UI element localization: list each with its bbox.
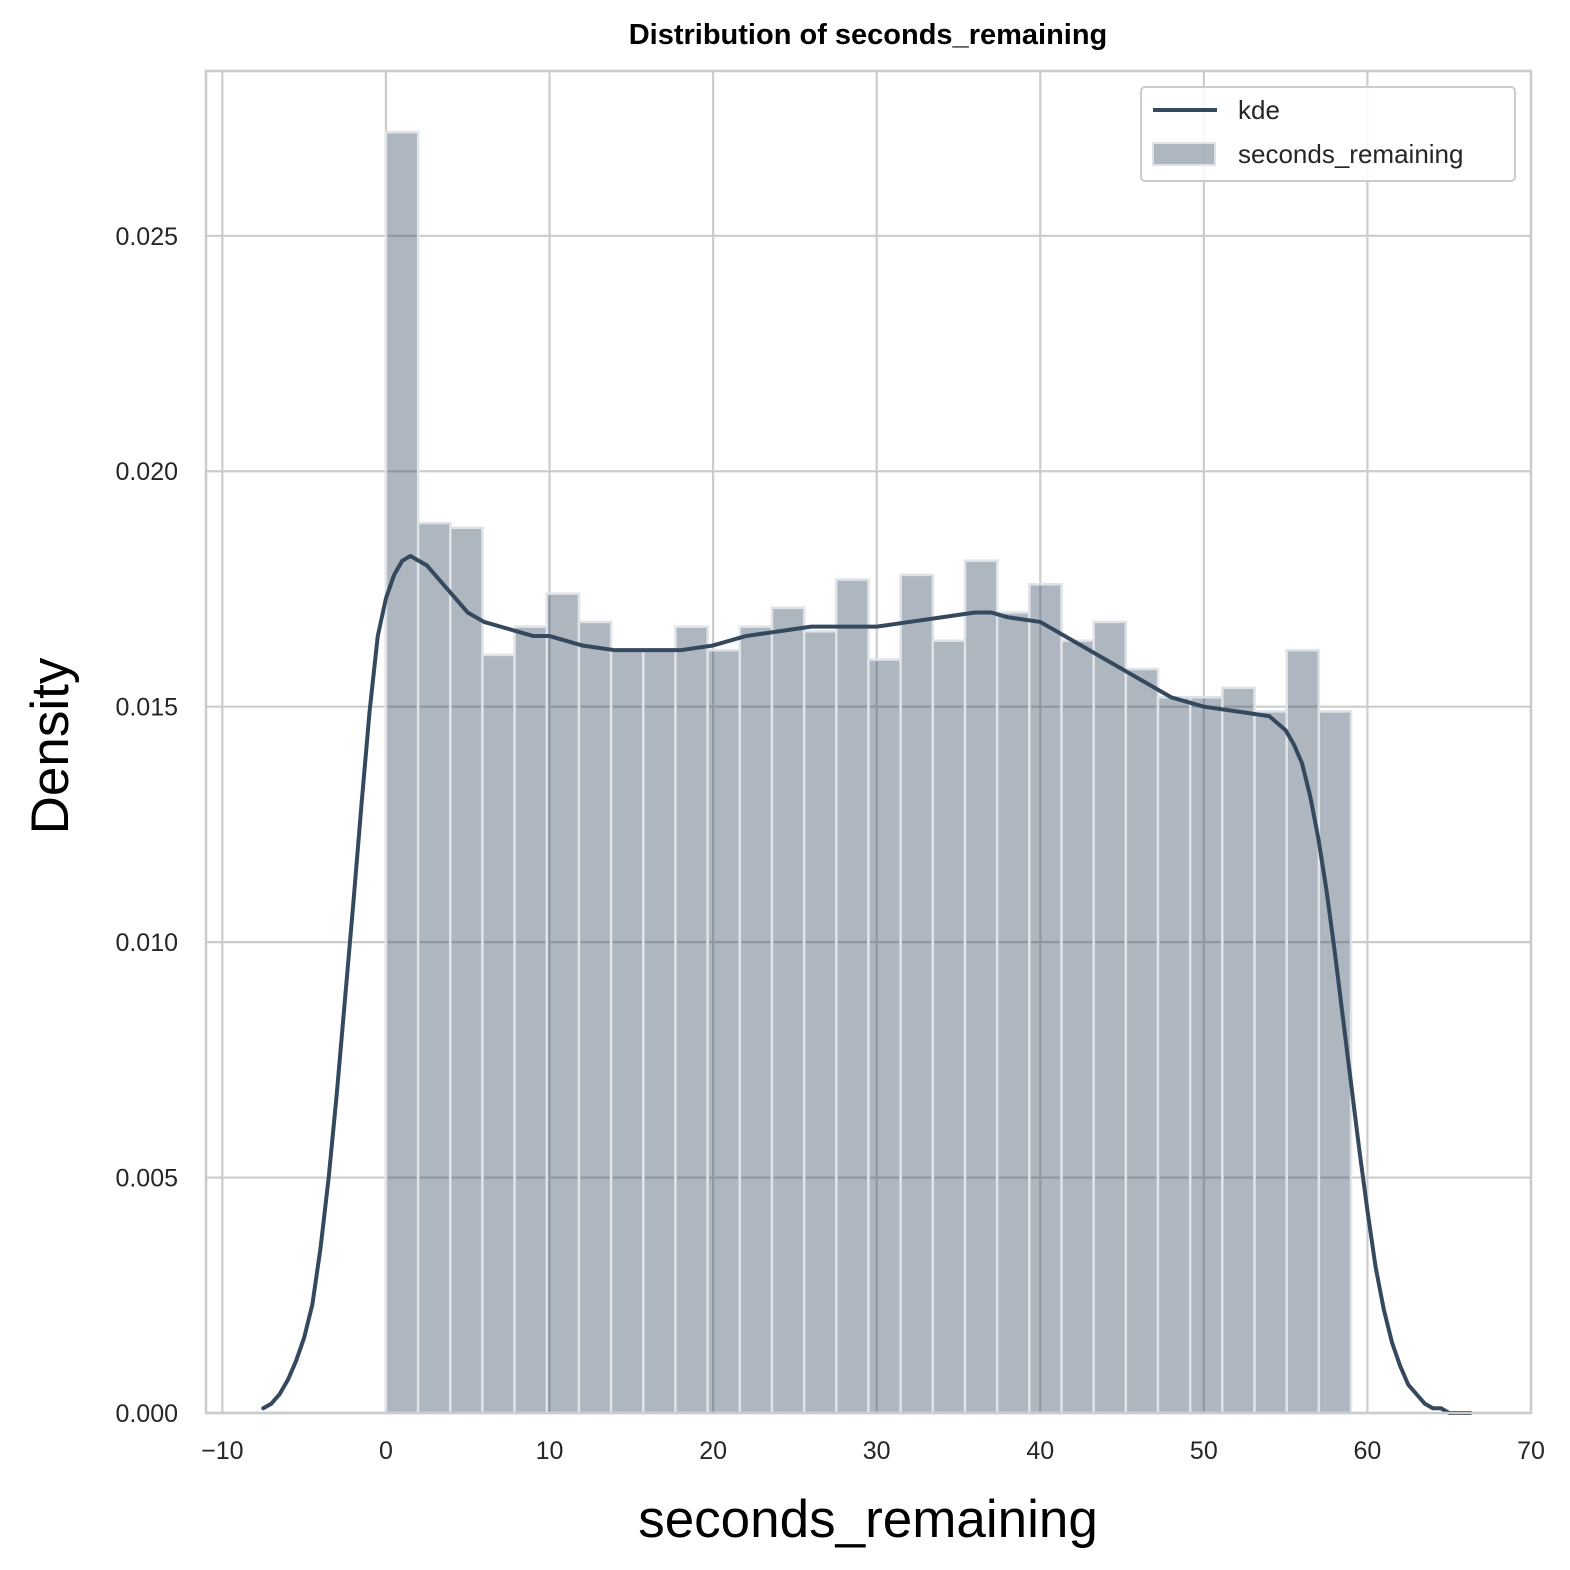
x-tick-labels: −10 0 10 20 30 40 50 60 70: [201, 1437, 1545, 1465]
histogram-bar: [1060, 639, 1095, 1415]
x-tick-label: −10: [201, 1437, 243, 1465]
kde-line: [261, 554, 1473, 1415]
histogram-bar: [706, 648, 742, 1415]
histogram-bar: [1285, 648, 1321, 1415]
histogram-bar: [1028, 583, 1063, 1415]
x-tick-label: 0: [379, 1437, 393, 1465]
histogram-bar: [1221, 686, 1256, 1415]
histogram-bar: [835, 578, 870, 1415]
legend-kde-label: kde: [1238, 95, 1280, 125]
y-tick-label: 0.025: [115, 223, 178, 251]
histogram-bar: [1188, 696, 1224, 1415]
x-tick-label: 20: [699, 1437, 727, 1465]
histogram-bar: [1092, 620, 1128, 1415]
y-tick-labels: 0.000 0.005 0.010 0.015 0.020 0.025: [115, 223, 178, 1428]
kde-line-layer: [261, 554, 1473, 1415]
y-axis-label: Density: [21, 657, 80, 834]
histogram-bar: [802, 630, 838, 1415]
x-axis-label: seconds_remaining: [638, 1490, 1098, 1549]
chart-title: Distribution of seconds_remaining: [629, 19, 1108, 51]
y-tick-label: 0.015: [115, 694, 178, 722]
histogram-bar: [899, 573, 935, 1415]
histogram-bar: [770, 606, 806, 1415]
histogram-bar: [931, 639, 967, 1415]
histogram-bar: [674, 625, 709, 1415]
histogram-bar: [1156, 696, 1192, 1415]
plot-frame: [204, 69, 1533, 1415]
x-tick-label: 50: [1190, 1437, 1218, 1465]
x-tick-label: 70: [1517, 1437, 1545, 1465]
histogram-bar: [449, 526, 484, 1415]
legend-hist-swatch: [1152, 142, 1216, 166]
y-tick-label: 0.010: [115, 929, 178, 957]
histogram-bar: [481, 653, 516, 1415]
legend-hist-label: seconds_remaining: [1238, 139, 1463, 169]
histogram-bar: [963, 559, 999, 1415]
histogram-bar: [545, 592, 581, 1415]
x-tick-label: 30: [863, 1437, 891, 1465]
histogram-bars: [384, 130, 1353, 1415]
histogram-bar: [1253, 710, 1288, 1415]
histogram-bar: [642, 648, 677, 1415]
histogram-bar: [867, 658, 902, 1415]
histogram-bar: [1124, 667, 1160, 1415]
histogram-bar: [416, 521, 452, 1415]
histogram-bar: [1317, 710, 1353, 1415]
histogram-bar: [609, 648, 645, 1415]
x-tick-label: 60: [1354, 1437, 1382, 1465]
x-tick-label: 10: [536, 1437, 564, 1465]
histogram-bar: [738, 625, 774, 1415]
y-tick-label: 0.000: [115, 1400, 178, 1428]
y-tick-label: 0.020: [115, 458, 178, 486]
histogram-bar: [513, 625, 549, 1415]
histogram-bar: [384, 130, 420, 1415]
histogram-bar: [577, 620, 613, 1415]
legend-box: [1140, 86, 1516, 182]
x-tick-label: 40: [1026, 1437, 1054, 1465]
histogram-bar: [995, 611, 1031, 1415]
legend: kde seconds_remaining: [1140, 86, 1516, 182]
y-tick-label: 0.005: [115, 1165, 178, 1193]
